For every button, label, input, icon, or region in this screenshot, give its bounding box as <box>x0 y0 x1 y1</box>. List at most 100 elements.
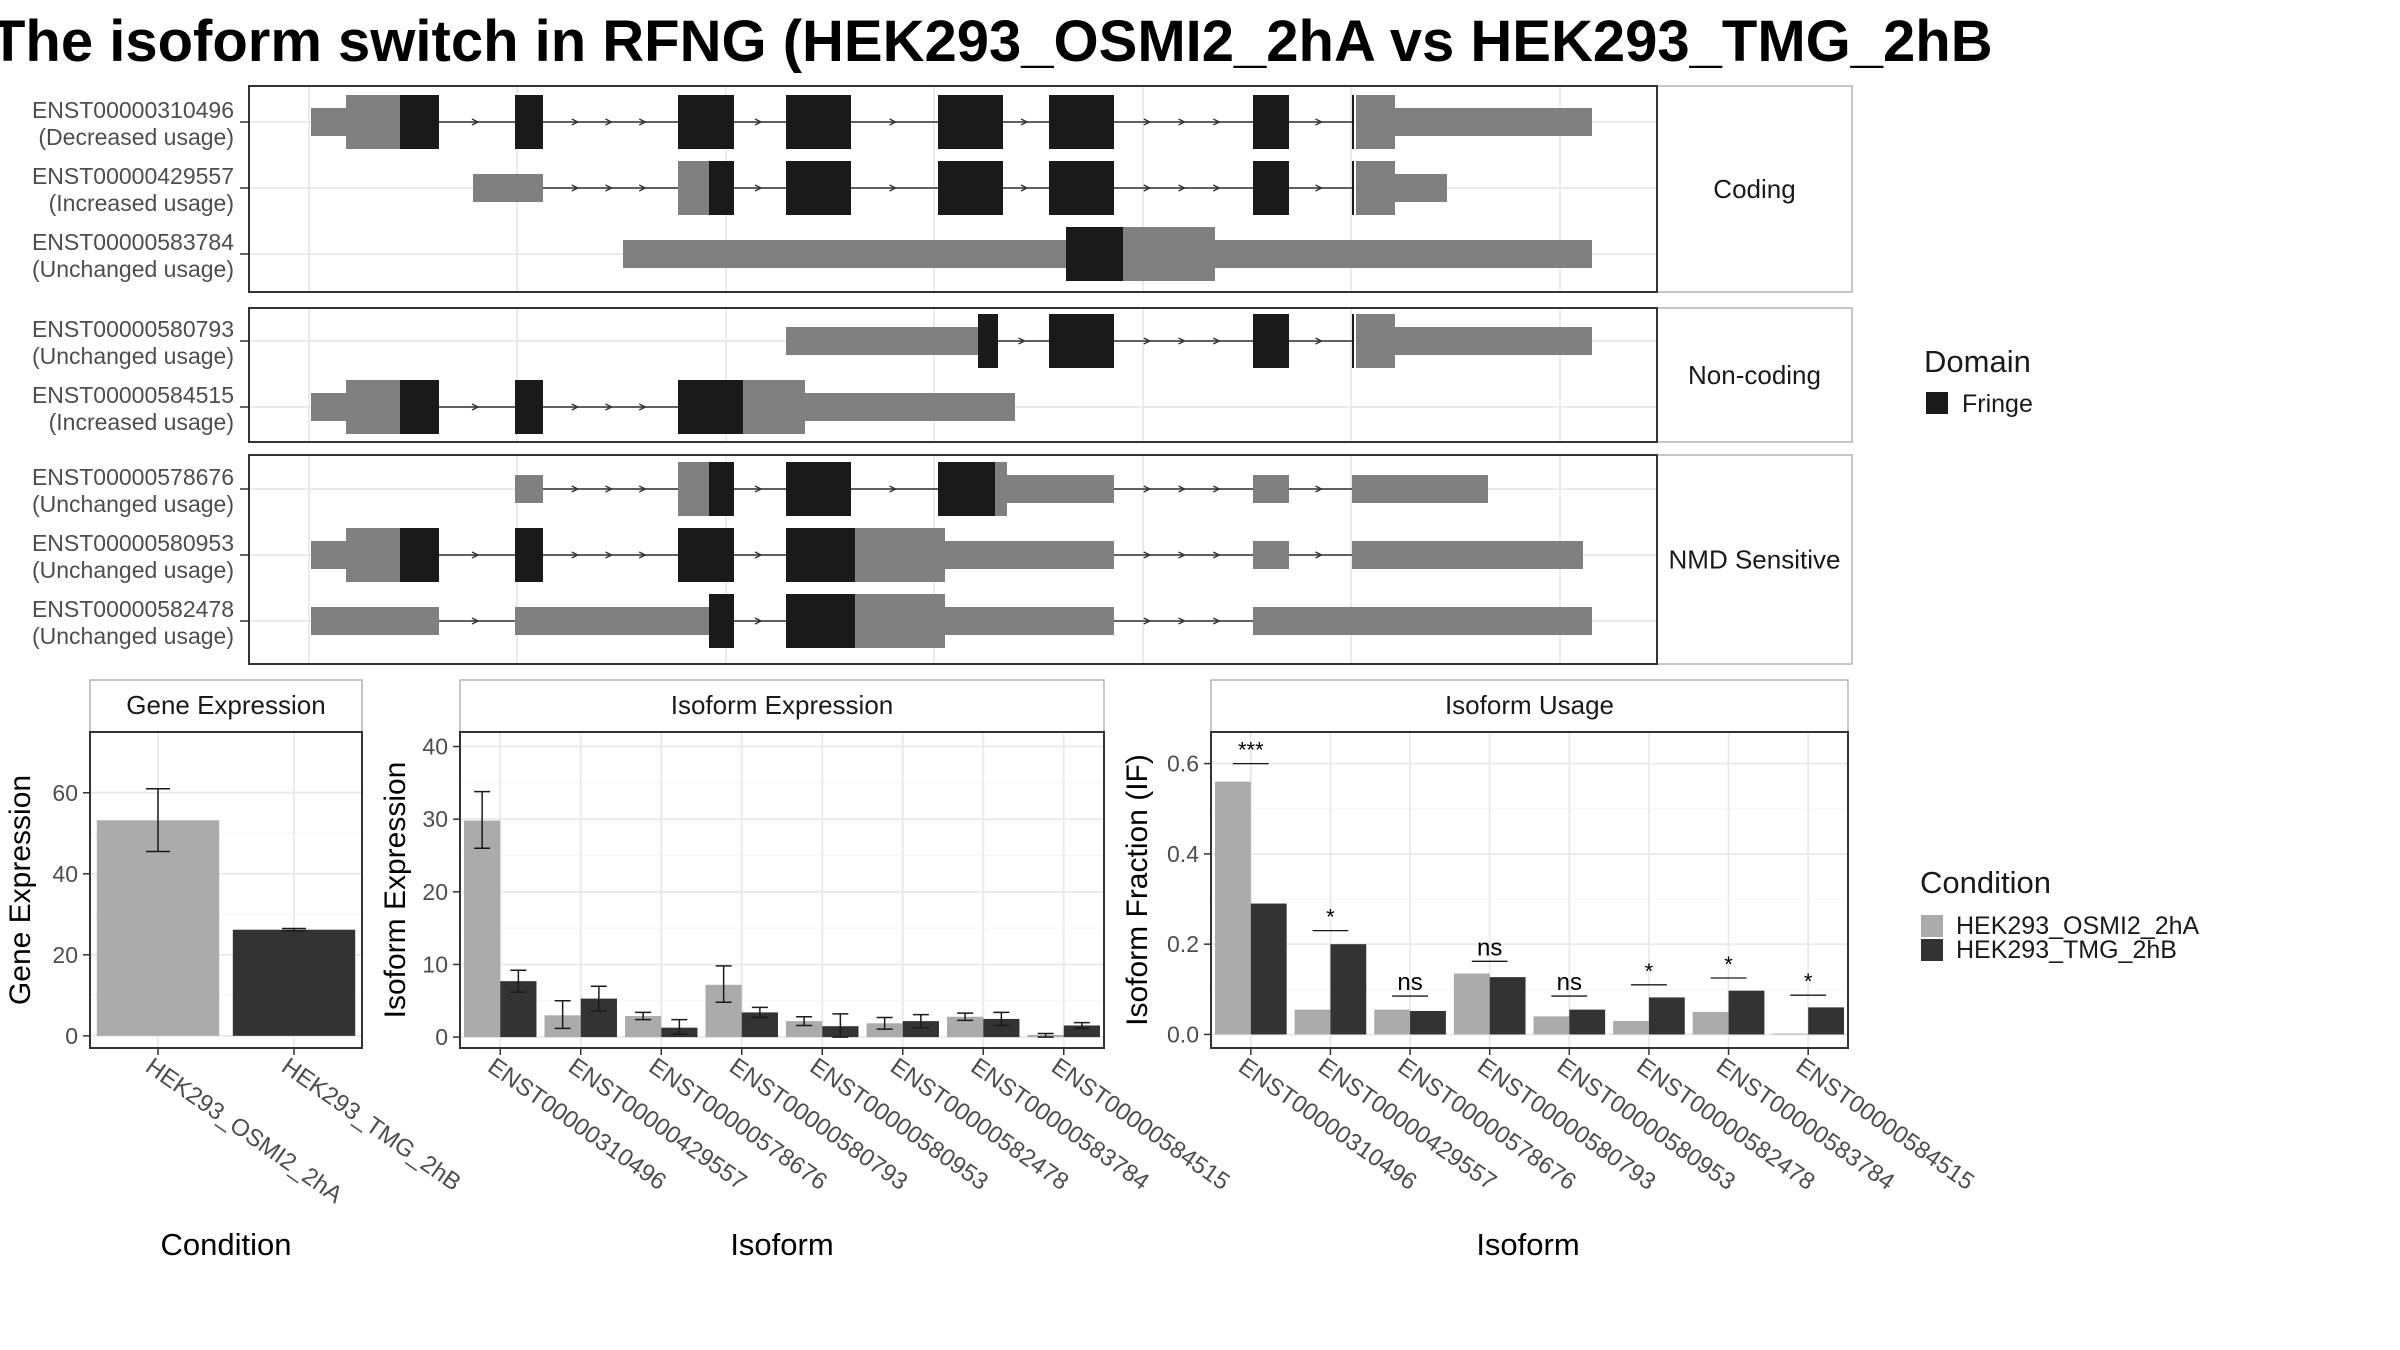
intron-arrow <box>605 551 614 559</box>
bar-cond-a <box>464 820 501 1038</box>
transcript-usage-label: (Unchanged usage) <box>32 623 234 649</box>
transcript-usage-label: (Unchanged usage) <box>32 491 234 517</box>
y-tick-label: 0 <box>435 1024 448 1050</box>
intron-arrow <box>1018 337 1027 345</box>
transcript-id-label: ENST00000429557 <box>32 163 234 189</box>
facet-label: Non-coding <box>1688 360 1821 390</box>
facet-label: Coding <box>1713 174 1795 204</box>
bar-cond-b <box>983 1018 1020 1038</box>
exon-coding-domain <box>709 594 734 648</box>
y-tick-label: 20 <box>52 942 78 968</box>
y-tick-label: 0.2 <box>1167 931 1199 957</box>
intron-arrow <box>605 485 614 493</box>
condition-legend-swatch <box>1921 939 1943 961</box>
exon-utr <box>623 240 1066 268</box>
exon-utr <box>1253 607 1592 635</box>
x-axis-label: Isoform <box>730 1227 833 1262</box>
significance-label: * <box>1724 952 1733 977</box>
bar-cond-b <box>1569 1009 1606 1035</box>
exon-utr <box>1395 174 1447 202</box>
intron-arrow <box>1143 485 1152 493</box>
bar-cond-b <box>1250 903 1287 1035</box>
intron-arrow <box>638 485 647 493</box>
exon-utr <box>311 607 439 635</box>
exon-coding-domain <box>1049 161 1114 215</box>
exon-utr <box>346 95 400 149</box>
exon-coding-domain <box>1066 227 1123 281</box>
exon-utr <box>1253 541 1289 569</box>
intron-arrow <box>754 485 763 493</box>
chart-title: Gene Expression <box>126 690 325 720</box>
bar-cond-b <box>902 1021 939 1038</box>
exon-coding-domain <box>678 380 743 434</box>
intron-arrow <box>889 485 898 493</box>
significance-label: ns <box>1397 969 1422 996</box>
intron-arrow <box>1212 551 1221 559</box>
intron-arrow <box>471 403 480 411</box>
exon-coding-domain <box>978 314 998 368</box>
bar-cond-b <box>1063 1025 1100 1038</box>
bar <box>232 929 356 1036</box>
chart-panel-border <box>1210 731 1849 1049</box>
intron-arrow <box>571 184 580 192</box>
intron-arrow <box>1315 118 1324 126</box>
exon-utr <box>1395 108 1592 136</box>
transcript-id-label: ENST00000580793 <box>32 316 234 342</box>
bar-cond-a <box>1613 1020 1649 1035</box>
exon-utr <box>1356 314 1395 368</box>
exon-utr <box>311 108 346 136</box>
exon-utr <box>1253 475 1289 503</box>
intron-arrow <box>1212 184 1221 192</box>
exon-utr <box>995 462 1007 516</box>
exon-utr <box>473 174 543 202</box>
exon-utr <box>945 541 1114 569</box>
chart-panel-border <box>459 731 1105 1049</box>
intron-arrow <box>1178 617 1187 625</box>
significance-label: * <box>1326 905 1335 930</box>
y-tick-label: 0 <box>65 1023 78 1049</box>
chart-title-strip <box>1210 679 1849 733</box>
exon-utr <box>1123 227 1215 281</box>
intron-arrow <box>638 184 647 192</box>
chart-title-strip <box>89 679 363 733</box>
bar-cond-a <box>1374 1009 1411 1035</box>
intron-arrow <box>1143 184 1152 192</box>
exon-coding-domain <box>1253 161 1289 215</box>
bar-cond-a <box>1533 1016 1570 1035</box>
transcript-id-label: ENST00000310496 <box>32 97 234 123</box>
y-tick-label: 0.4 <box>1167 841 1199 867</box>
facet-strip <box>1656 454 1853 665</box>
significance-label: * <box>1804 969 1813 994</box>
intron-arrow <box>1315 551 1324 559</box>
exon-coding-domain <box>400 380 439 434</box>
intron-arrow <box>1020 184 1029 192</box>
facet-label: NMD Sensitive <box>1669 545 1841 575</box>
y-tick-label: 0.6 <box>1167 751 1199 777</box>
exon-utr <box>945 607 1114 635</box>
bar-cond-a <box>947 1016 984 1038</box>
y-axis-label: Isoform Expression <box>379 762 412 1019</box>
transcript-usage-label: (Unchanged usage) <box>32 557 234 583</box>
intron-arrow <box>1178 184 1187 192</box>
intron-arrow <box>1212 337 1221 345</box>
intron-arrow <box>1315 485 1324 493</box>
exon-utr <box>515 607 709 635</box>
significance-label: * <box>1645 959 1654 984</box>
exon-utr <box>346 528 400 582</box>
intron-arrow <box>889 118 898 126</box>
intron-arrow <box>1315 337 1324 345</box>
y-axis-label: Gene Expression <box>4 775 37 1005</box>
y-tick-label: 60 <box>52 780 78 806</box>
exon-utr <box>805 393 1015 421</box>
bar-cond-a <box>786 1021 823 1038</box>
exon-coding-domain <box>1049 314 1114 368</box>
intron-arrow <box>754 617 763 625</box>
transcript-panel-border <box>248 454 1658 665</box>
bar-cond-b <box>1489 977 1526 1035</box>
exon-utr <box>786 327 978 355</box>
chart-title-strip <box>459 679 1105 733</box>
figure-title: The isoform switch in RFNG (HEK293_OSMI2… <box>0 9 1993 74</box>
y-tick-label: 20 <box>422 879 448 905</box>
exon-utr <box>515 475 543 503</box>
